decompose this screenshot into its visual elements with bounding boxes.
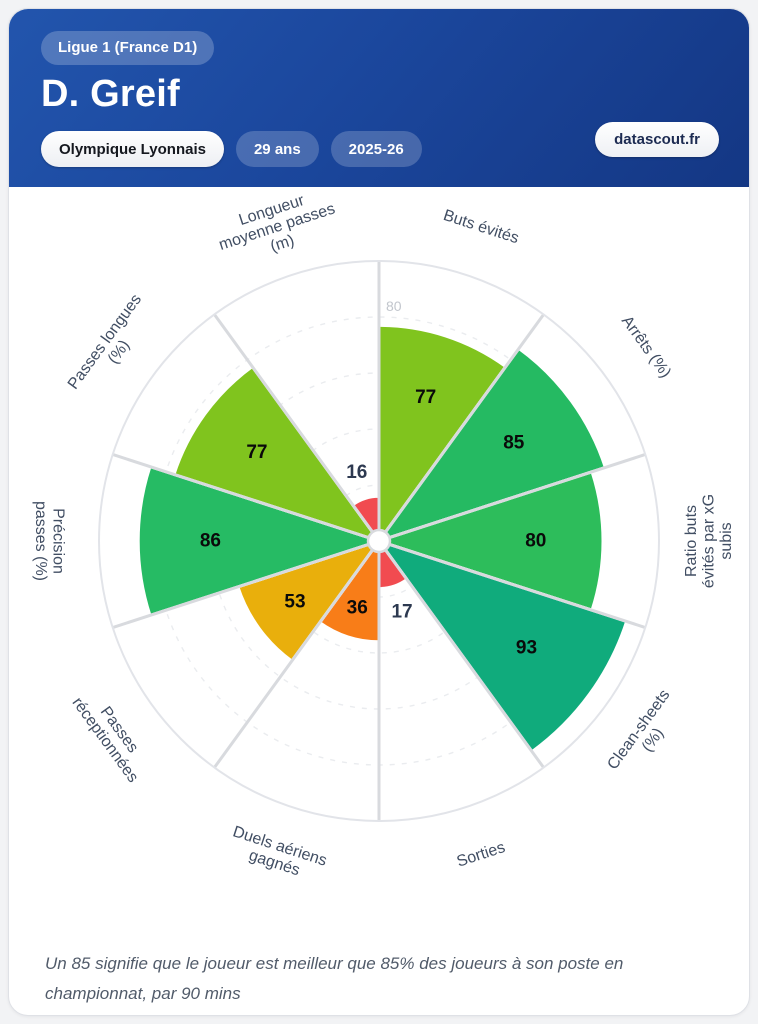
chart-area: 80 77 85 80 93 17 36 53 86 77 16 Buts évités Arrêts … — [9, 187, 749, 903]
spoke-line — [378, 539, 646, 629]
spoke-line — [378, 453, 646, 543]
league-badge: Ligue 1 (France D1) — [41, 31, 215, 65]
category-label-2: Ratio butsévités par xGsubis — [683, 494, 735, 588]
outer-ring — [98, 260, 660, 822]
category-label-5: Duels aériensgagnés — [225, 823, 329, 886]
card-header: Ligue 1 (France D1) D. Greif Olympique L… — [9, 9, 749, 187]
slice-value-label: 77 — [415, 387, 436, 408]
brand-badge: datascout.fr — [595, 122, 719, 157]
slice-value-label: 93 — [516, 638, 537, 659]
category-label-0: Buts évités — [441, 207, 521, 247]
slice-value-label: 86 — [200, 531, 221, 552]
footnote-area: Un 85 signifie que le joueur est meilleu… — [9, 903, 749, 1009]
age-badge: 29 ans — [235, 131, 319, 167]
category-label-1: Arrêts (%) — [618, 313, 674, 381]
pizza-slice-3 — [377, 539, 629, 754]
category-label-7: Précisionpasses (%) — [32, 501, 67, 581]
slice-value-label: 85 — [503, 433, 525, 454]
spoke-line — [377, 313, 545, 542]
player-card: Ligue 1 (France D1) D. Greif Olympique L… — [8, 8, 750, 1016]
pizza-slice-2 — [377, 470, 605, 612]
slice-value-label: 80 — [525, 531, 546, 552]
pizza-slice-7 — [136, 465, 381, 617]
spoke-line — [213, 540, 381, 769]
pizza-slice-8 — [172, 365, 381, 543]
pizza-slice-0 — [377, 323, 508, 543]
slice-value-label: 16 — [346, 462, 367, 483]
category-label-9: Longueurmoyenne passes(m) — [211, 187, 342, 271]
slice-value-label: 53 — [284, 592, 305, 613]
footnote-text: Un 85 signifie que le joueur est meilleu… — [45, 954, 624, 1003]
season-badge: 2025-26 — [330, 131, 422, 167]
category-label-3: Clean-sheets(%) — [604, 687, 687, 784]
pizza-slice-1 — [377, 346, 607, 543]
slice-value-label: 77 — [246, 442, 267, 463]
category-label-4: Sorties — [455, 839, 508, 871]
slice-value-label: 17 — [391, 601, 412, 622]
page-title: D. Greif — [41, 73, 180, 115]
club-badge: Olympique Lyonnais — [41, 131, 224, 167]
spoke-line — [112, 453, 380, 543]
pizza-slice-6 — [236, 539, 381, 663]
player-meta-row: Olympique Lyonnais 29 ans 2025-26 — [41, 131, 719, 167]
slice-value-label: 36 — [347, 598, 368, 619]
spoke-line — [377, 540, 545, 769]
center-dot — [366, 528, 392, 554]
spoke-line — [213, 313, 381, 542]
spoke-line — [112, 539, 380, 629]
pizza-chart: 80 77 85 80 93 17 36 53 86 77 16 Buts évités Arrêts … — [32, 187, 735, 886]
radial-tick-label: 80 — [386, 298, 402, 314]
category-label-6: Passesréceptionnées — [69, 684, 156, 786]
